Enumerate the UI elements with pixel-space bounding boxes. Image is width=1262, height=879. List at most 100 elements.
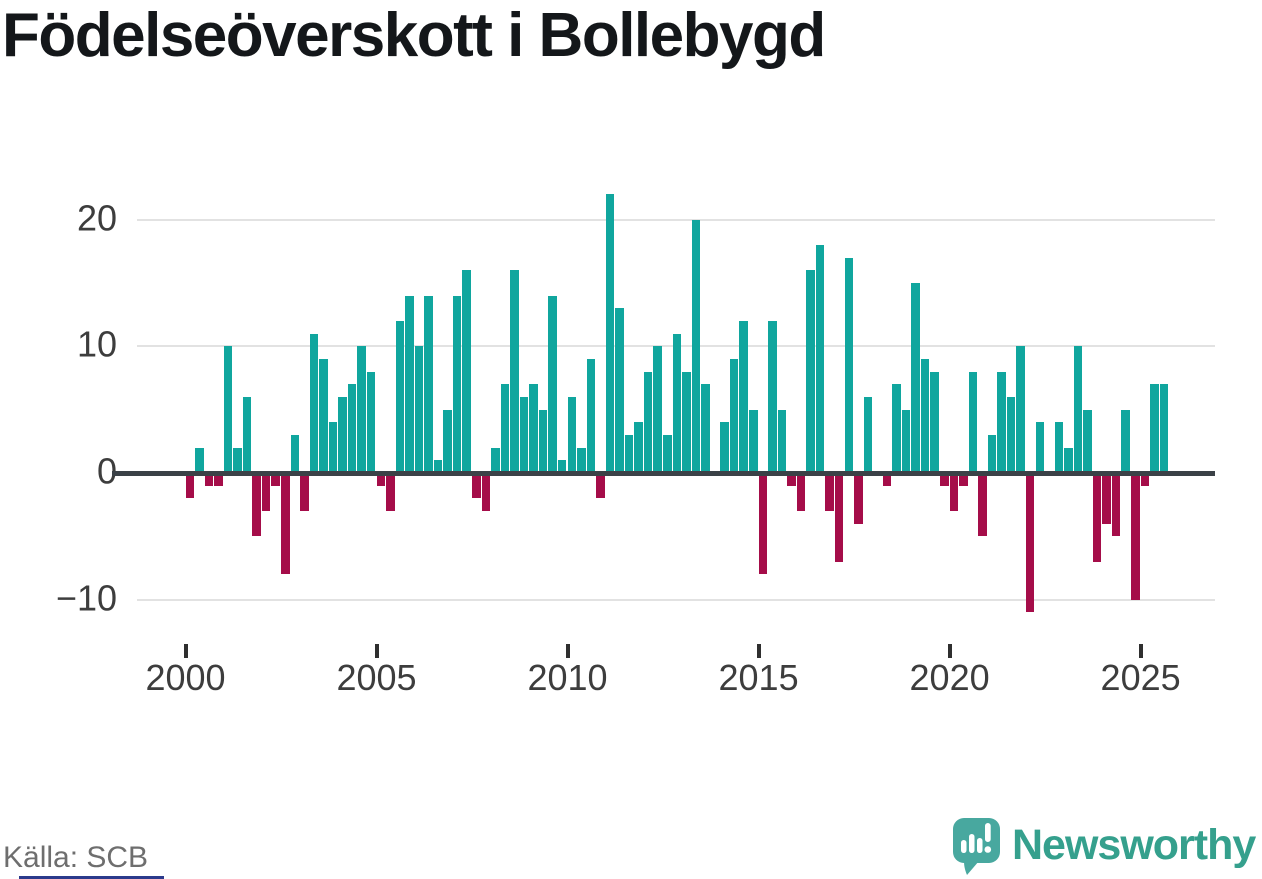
y-axis-label-20: 20 (76, 197, 117, 239)
bar-2023-q2 (1073, 346, 1083, 473)
bar-2004-q3 (357, 346, 366, 473)
bar-2007-q4 (481, 473, 491, 511)
bar-2009-q4 (557, 460, 567, 473)
bar-2008-q4 (519, 396, 529, 473)
x-tick-2025 (1138, 644, 1143, 658)
bar-2025-q3 (1159, 384, 1169, 473)
bar-2020-q1 (949, 473, 959, 511)
bar-2014-q4 (749, 409, 758, 473)
bar-2009-q1 (529, 384, 538, 473)
bar-2017-q2 (844, 257, 854, 473)
bar-2014-q1 (720, 422, 729, 473)
x-axis-label-2015: 2015 (718, 657, 799, 698)
bar-2001-q3 (242, 396, 252, 473)
x-tick-2015 (756, 644, 761, 658)
x-axis-label-2005: 2005 (336, 657, 417, 698)
bar-2011-q1 (605, 194, 615, 473)
bar-2024-q4 (1131, 473, 1140, 600)
bar-2008-q2 (500, 384, 510, 473)
bar-2003-q3 (319, 358, 328, 473)
bar-2018-q2 (882, 473, 892, 486)
bar-2007-q1 (452, 295, 462, 473)
bar-2024-q1 (1102, 473, 1111, 524)
bar-2019-q2 (920, 358, 930, 473)
bar-2005-q1 (376, 473, 386, 486)
x-tick-2005 (374, 644, 379, 658)
bar-2013-q2 (691, 219, 701, 473)
bar-2002-q2 (271, 473, 280, 486)
x-tick-2000 (183, 644, 188, 658)
bar-2001-q2 (233, 447, 242, 473)
bar-2005-q3 (395, 320, 405, 473)
bar-2016-q1 (796, 473, 806, 511)
y-axis-label-0: 0 (96, 450, 117, 492)
y-axis-label-10: 10 (76, 323, 117, 365)
bar-2009-q3 (548, 295, 557, 473)
bar-2017-q1 (834, 473, 844, 562)
bar-2022-q4 (1054, 422, 1064, 473)
bar-2000-q4 (214, 473, 223, 486)
x-axis-label-2010: 2010 (527, 657, 608, 698)
bar-2010-q2 (577, 447, 586, 473)
x-axis-zero-line (112, 470, 1215, 476)
bar-2020-q3 (968, 371, 978, 473)
bar-2020-q4 (978, 473, 987, 537)
x-axis-label-2000: 2000 (145, 657, 226, 698)
bar-2019-q4 (940, 473, 949, 486)
bar-2014-q2 (729, 358, 739, 473)
bar-2017-q3 (854, 473, 863, 524)
bar-2006-q4 (443, 409, 452, 473)
bar-2015-q4 (787, 473, 796, 486)
x-axis-label-2020: 2020 (909, 657, 990, 698)
bar-2022-q1 (1025, 473, 1035, 613)
bar-2003-q1 (300, 473, 309, 511)
bar-2025-q2 (1150, 384, 1159, 473)
bar-2010-q4 (596, 473, 605, 499)
bar-2024-q3 (1121, 409, 1130, 473)
bar-2012-q2 (653, 346, 662, 473)
bar-2015-q3 (777, 409, 787, 473)
bar-2006-q3 (433, 460, 443, 473)
bar-2006-q1 (414, 346, 424, 473)
bar-2019-q3 (930, 371, 939, 473)
bar-2013-q3 (701, 384, 710, 473)
bar-2018-q3 (892, 384, 901, 473)
bar-2012-q1 (643, 371, 653, 473)
bar-2021-q4 (1016, 346, 1025, 473)
bar-2000-q1 (185, 473, 194, 499)
bar-2010-q1 (567, 396, 577, 473)
bar-2023-q3 (1083, 409, 1092, 473)
y-gridline-20 (137, 218, 1215, 221)
bar-2008-q1 (491, 447, 500, 473)
bar-2017-q4 (863, 396, 873, 473)
page-title: Födelseöverskott i Bollebygd (2, 1, 826, 70)
bar-2012-q4 (672, 333, 682, 473)
bar-2000-q2 (195, 447, 204, 473)
bar-2011-q3 (624, 434, 634, 473)
footer-accent-bar (19, 876, 164, 879)
x-tick-2010 (565, 644, 570, 658)
bar-2005-q4 (405, 295, 414, 473)
newsworthy-logo-icon (952, 817, 1002, 879)
bar-2021-q2 (997, 371, 1006, 473)
bar-2016-q3 (815, 244, 825, 473)
bar-2020-q2 (959, 473, 968, 486)
bar-2025-q1 (1140, 473, 1150, 486)
bar-2005-q2 (386, 473, 395, 511)
bar-2024-q2 (1111, 473, 1121, 537)
y-gridline--10 (137, 598, 1215, 601)
bar-2007-q3 (472, 473, 481, 499)
bar-2010-q3 (586, 358, 596, 473)
bar-2004-q4 (366, 371, 376, 473)
bar-2015-q1 (758, 473, 768, 575)
bar-2006-q2 (424, 295, 433, 473)
y-axis-label--10: −10 (55, 577, 117, 619)
bar-2015-q2 (768, 320, 777, 473)
bar-2008-q3 (510, 270, 519, 473)
bar-2002-q4 (290, 434, 300, 473)
bar-2019-q1 (911, 282, 920, 473)
x-tick-2020 (947, 644, 952, 658)
bar-2002-q3 (281, 473, 290, 575)
source-note: Källa: SCB (3, 841, 149, 874)
newsworthy-wordmark: Newsworthy (1012, 821, 1256, 869)
